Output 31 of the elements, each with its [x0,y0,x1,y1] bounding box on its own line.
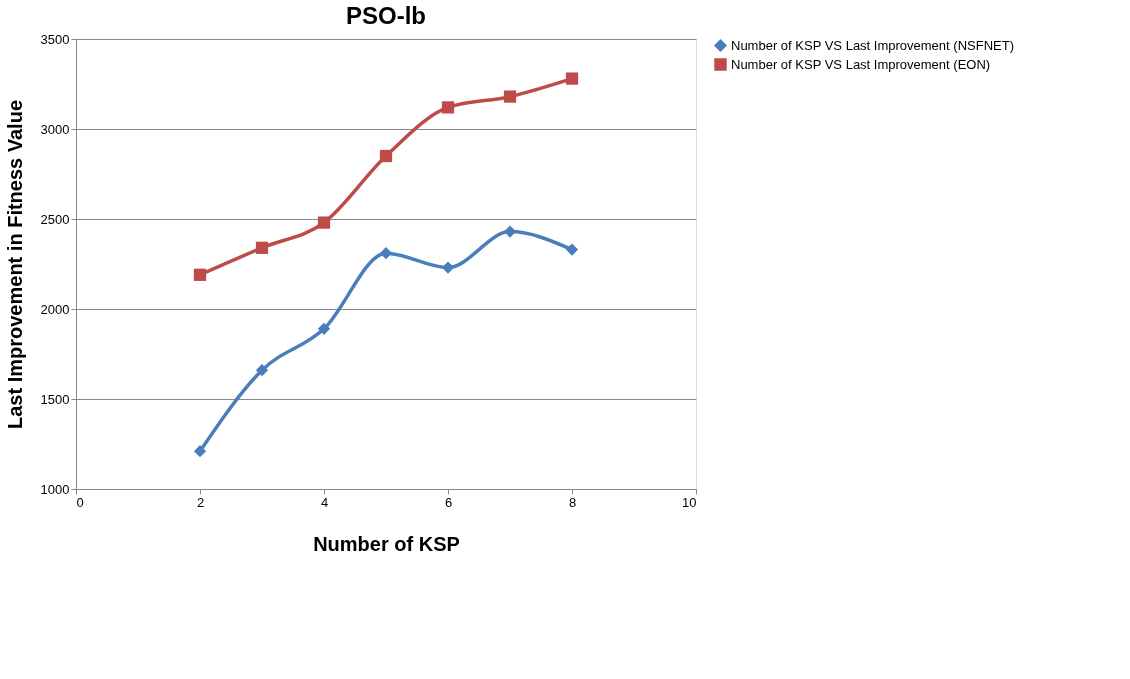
x-axis-title: Number of KSP [313,532,460,555]
point [255,364,269,377]
point [317,216,331,229]
y-tick-label: 1000 [40,481,70,497]
point [565,72,579,85]
y-tick-label: 3000 [40,121,70,137]
point [193,445,207,458]
point [379,247,393,260]
x-tick-label: 10 [682,494,697,510]
point [317,322,331,335]
point [503,225,517,238]
point [193,268,207,281]
point [379,149,393,163]
y-tick-label: 1500 [40,391,70,407]
point [441,101,455,114]
y-tick-label: 2000 [40,301,70,317]
x-tick-label: 8 [568,494,577,510]
point [255,241,269,254]
point [503,90,517,103]
x-tick-label: 2 [196,494,205,510]
x-tick-label: 6 [444,494,453,510]
point [565,243,579,256]
legend-label: Number of KSP VS Last Improvement (EON) [731,56,991,72]
y-tick-label: 3500 [40,31,70,47]
y-axis-title: Last Improvement in Fitness Value [3,100,26,429]
legend-label: Number of KSP VS Last Improvement (NSFNET) [731,37,1014,53]
chart-title: PSO-lb [345,2,427,29]
x-tick-label: 4 [320,494,329,510]
x-tick-label: 0 [76,494,84,510]
point [441,261,455,274]
y-tick-label: 2500 [40,211,70,227]
